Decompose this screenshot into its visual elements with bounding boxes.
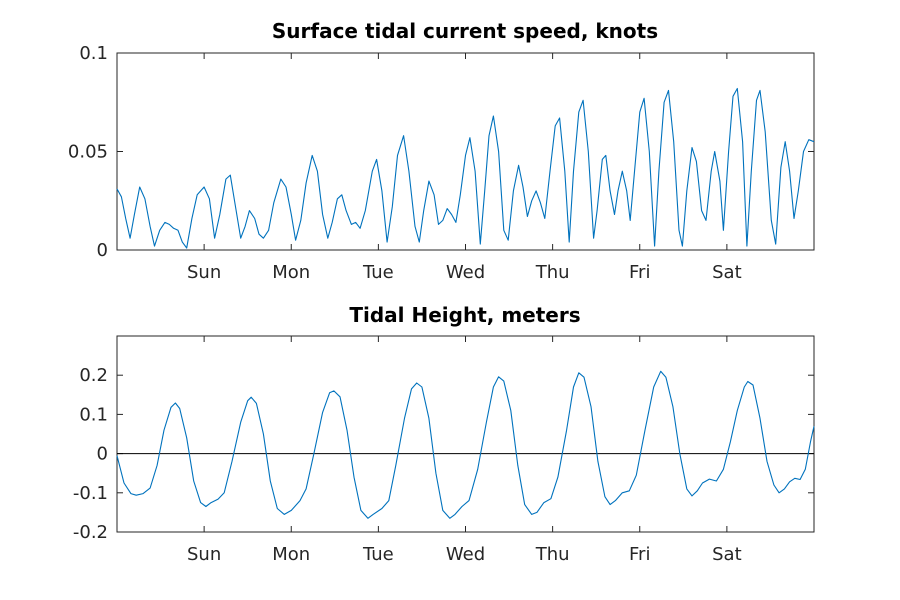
plot-frame (116, 52, 815, 251)
chart-title: Surface tidal current speed, knots (272, 19, 658, 43)
current-speed-panel: Surface tidal current speed, knots 0 0.05… (68, 19, 815, 283)
x-tick-label: Mon (272, 262, 310, 283)
x-tick-label: Tue (362, 544, 394, 565)
x-tick-label: Wed (446, 262, 485, 283)
y-tick-label: 0.1 (79, 404, 108, 425)
chart-title: Tidal Height, meters (349, 303, 580, 327)
y-tick-label: 0 (97, 240, 108, 261)
y-tick-label: 0.1 (79, 43, 108, 64)
plot-frame (116, 335, 815, 533)
x-tick-label: Wed (446, 544, 485, 565)
x-tick-label: Tue (362, 262, 394, 283)
x-tick-label: Sun (187, 544, 221, 565)
x-tick-label: Fri (629, 544, 650, 565)
x-tick-label: Thu (535, 262, 570, 283)
x-tick-label: Thu (535, 544, 570, 565)
x-tick-label: Mon (272, 544, 310, 565)
series-line (116, 87, 815, 249)
y-tick-label: -0.2 (73, 522, 108, 543)
x-tick-label: Sat (712, 262, 742, 283)
series-line (116, 370, 815, 519)
y-tick-label: 0.05 (68, 142, 108, 163)
x-tick-label: Fri (629, 262, 650, 283)
y-tick-label: 0.2 (79, 365, 108, 386)
y-tick-label: -0.1 (73, 483, 108, 504)
tidal-height-panel: Tidal Height, meters -0.2 -0.1 0 0.1 0.2 Sun M… (73, 303, 815, 565)
y-tick-label: 0 (97, 444, 108, 465)
x-tick-label: Sat (712, 544, 742, 565)
x-tick-label: Sun (187, 262, 221, 283)
